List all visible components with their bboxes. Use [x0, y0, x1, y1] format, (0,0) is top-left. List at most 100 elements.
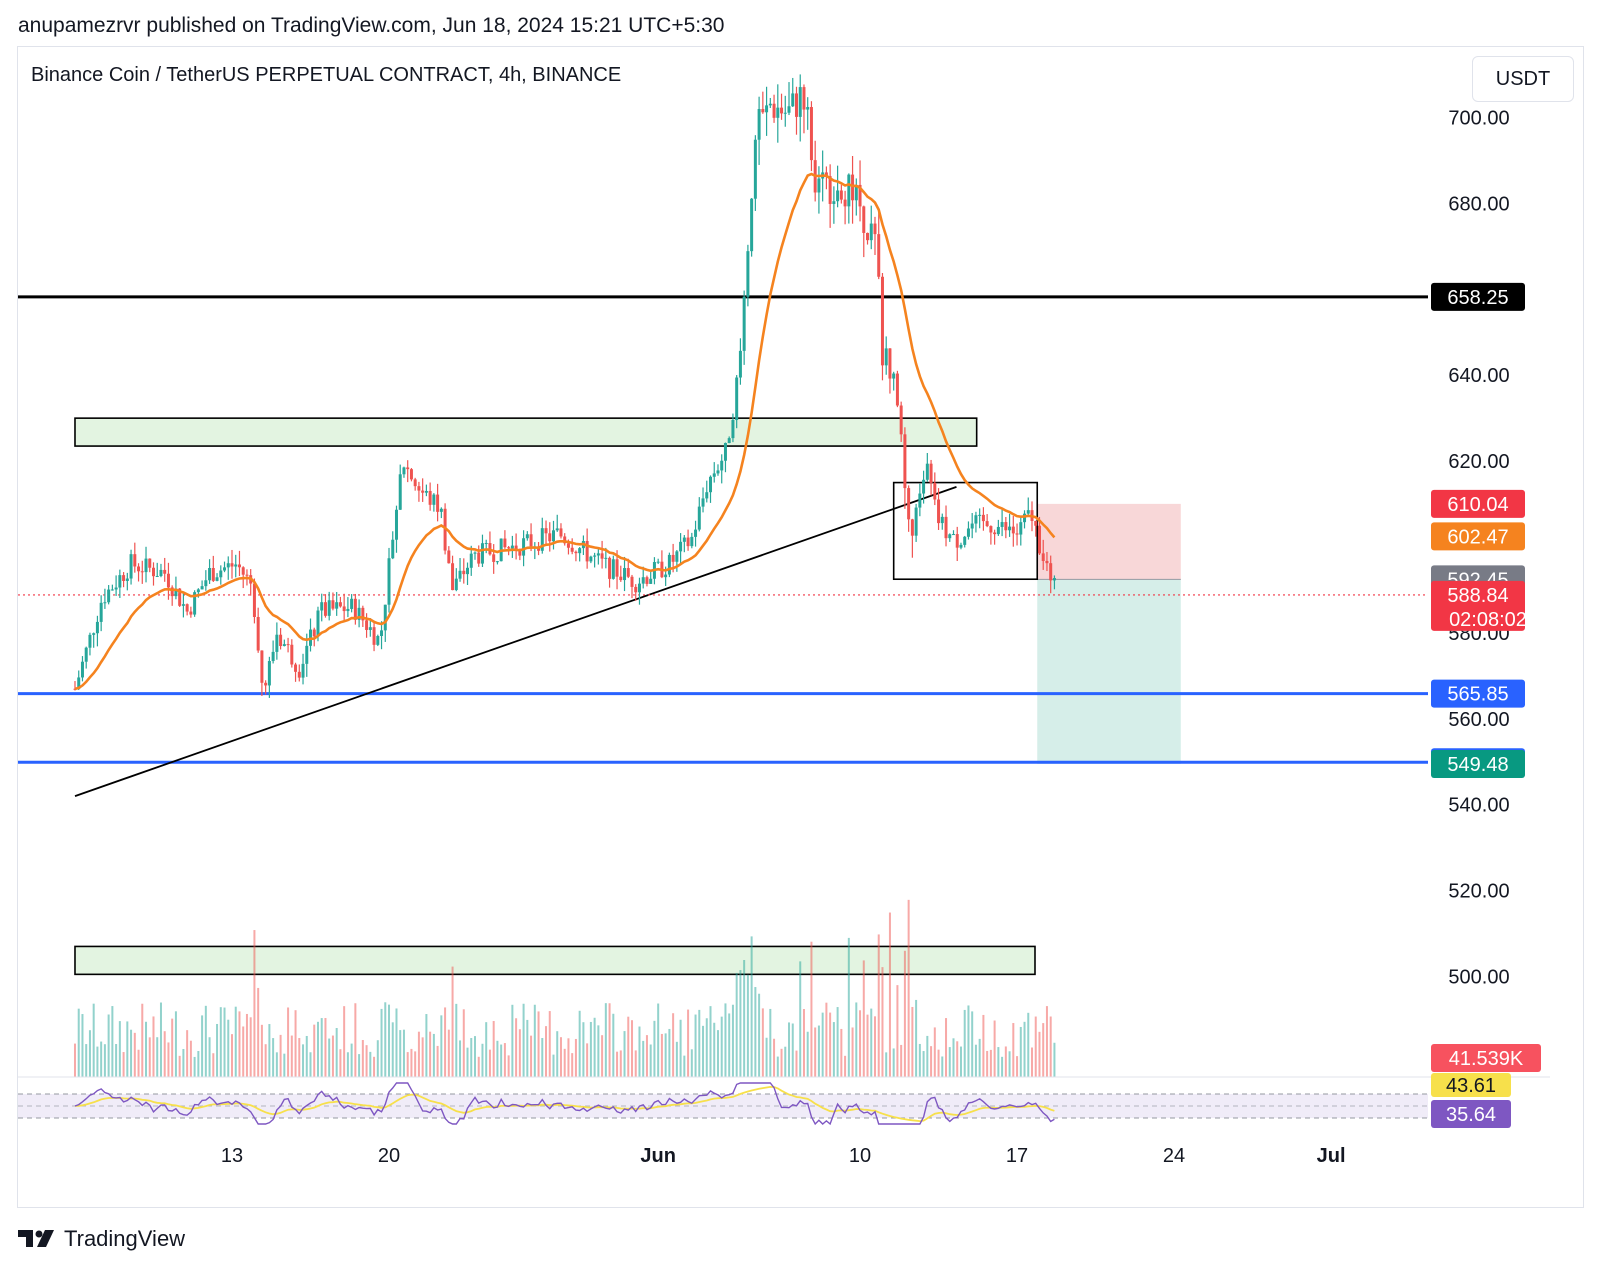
- volume-bar: [257, 987, 260, 1077]
- candle-body: [208, 567, 212, 581]
- candle-body: [772, 103, 776, 118]
- volume-bar: [776, 1056, 779, 1077]
- level-label-658.25: 658.25: [1447, 287, 1508, 309]
- candle-body: [458, 570, 462, 579]
- candle-body: [492, 554, 496, 562]
- footer-brand[interactable]: TradingView: [18, 1226, 185, 1252]
- volume-bar: [238, 1011, 241, 1077]
- volume-bar: [260, 1024, 263, 1077]
- volume-bar: [459, 1040, 462, 1077]
- volume-bar: [346, 1052, 349, 1077]
- candle-body: [428, 490, 432, 505]
- candle-body: [211, 567, 215, 581]
- volume-bar: [488, 1049, 491, 1077]
- candle-body: [421, 490, 425, 493]
- candle-body: [671, 554, 675, 562]
- candle-body: [185, 604, 189, 612]
- candle-body: [735, 377, 739, 421]
- volume-bar: [959, 1046, 962, 1077]
- volume-bar: [130, 1029, 133, 1077]
- volume-bar: [750, 936, 753, 1077]
- volume-bar: [799, 961, 802, 1077]
- y-tick-520.00: 520.00: [1448, 881, 1509, 903]
- candle-body: [480, 543, 484, 564]
- candle-body: [626, 568, 630, 577]
- volume-bar: [115, 1044, 118, 1077]
- volume-bar: [638, 1026, 641, 1077]
- volume-layer: [73, 899, 1056, 1077]
- volume-bar: [376, 1040, 379, 1077]
- volume-bar: [937, 1049, 940, 1077]
- volume-bar: [627, 1016, 630, 1077]
- volume-bar: [657, 1003, 660, 1077]
- candle-body: [1052, 578, 1056, 581]
- candle-body: [484, 543, 488, 545]
- candle-body: [806, 107, 810, 110]
- candle-body: [832, 201, 836, 204]
- candle-body: [144, 558, 148, 573]
- candle-body: [738, 350, 742, 378]
- volume-bar: [107, 1014, 110, 1077]
- volume-bar: [223, 1007, 226, 1077]
- lines-layer: [18, 295, 1428, 797]
- volume-bar: [522, 1003, 525, 1077]
- volume-bar: [687, 1009, 690, 1077]
- y-tick-640.00: 640.00: [1448, 365, 1509, 387]
- candle-body: [996, 526, 1000, 535]
- candle-body: [267, 661, 271, 686]
- candle-body: [686, 537, 690, 547]
- volume-bar: [888, 912, 891, 1077]
- candle-body: [809, 107, 813, 161]
- volume-bar: [866, 1014, 869, 1077]
- volume-bar: [829, 1012, 832, 1077]
- volume-bar: [361, 1040, 364, 1077]
- volume-bar: [720, 1016, 723, 1077]
- volume-bar: [604, 1003, 607, 1077]
- volume-bar: [455, 1003, 458, 1077]
- candle-body: [264, 682, 268, 686]
- volume-bar: [1016, 1056, 1019, 1077]
- volume-bar: [391, 1022, 394, 1077]
- x-tick-Jul: Jul: [1317, 1145, 1346, 1167]
- candle-body: [256, 616, 260, 651]
- volume-bar: [1023, 1021, 1026, 1077]
- volume-bar: [171, 1018, 174, 1077]
- candle-body: [103, 602, 107, 604]
- volume-bar: [354, 1003, 357, 1077]
- volume-bar: [1019, 1026, 1022, 1077]
- candle-body: [944, 516, 948, 539]
- candle-body: [137, 566, 141, 572]
- x-tick-17: 17: [1006, 1145, 1028, 1167]
- volume-bar: [473, 1036, 476, 1077]
- y-tick-680.00: 680.00: [1448, 193, 1509, 215]
- currency-button[interactable]: USDT: [1472, 56, 1574, 102]
- volume-bar: [1008, 1051, 1011, 1077]
- candle-body: [563, 536, 567, 544]
- volume-bar: [1001, 1056, 1004, 1077]
- y-tick-560.00: 560.00: [1448, 709, 1509, 731]
- candle-body: [237, 564, 241, 568]
- volume-bar: [137, 1049, 140, 1077]
- volume-bar: [287, 1007, 290, 1077]
- volume-bar: [716, 1030, 719, 1077]
- candle-body: [720, 460, 724, 471]
- candle-body: [776, 107, 780, 118]
- candle-body: [656, 561, 660, 563]
- volume-bar: [118, 1021, 121, 1077]
- volume-bar: [141, 1003, 144, 1077]
- candle-body: [335, 602, 339, 609]
- candle-body: [955, 534, 959, 548]
- candle-body: [1015, 533, 1019, 535]
- volume-bar: [126, 1021, 129, 1077]
- candle-body: [847, 174, 851, 207]
- candle-body: [204, 580, 208, 587]
- volume-bar: [485, 1022, 488, 1077]
- volume-bar: [500, 1044, 503, 1077]
- candle-body: [110, 589, 114, 591]
- volume-bar: [316, 1021, 319, 1077]
- publish-info: anupamezrvr published on TradingView.com…: [18, 14, 725, 37]
- candle-body: [989, 526, 993, 533]
- volume-bar: [530, 1035, 533, 1077]
- candle-body: [279, 634, 283, 647]
